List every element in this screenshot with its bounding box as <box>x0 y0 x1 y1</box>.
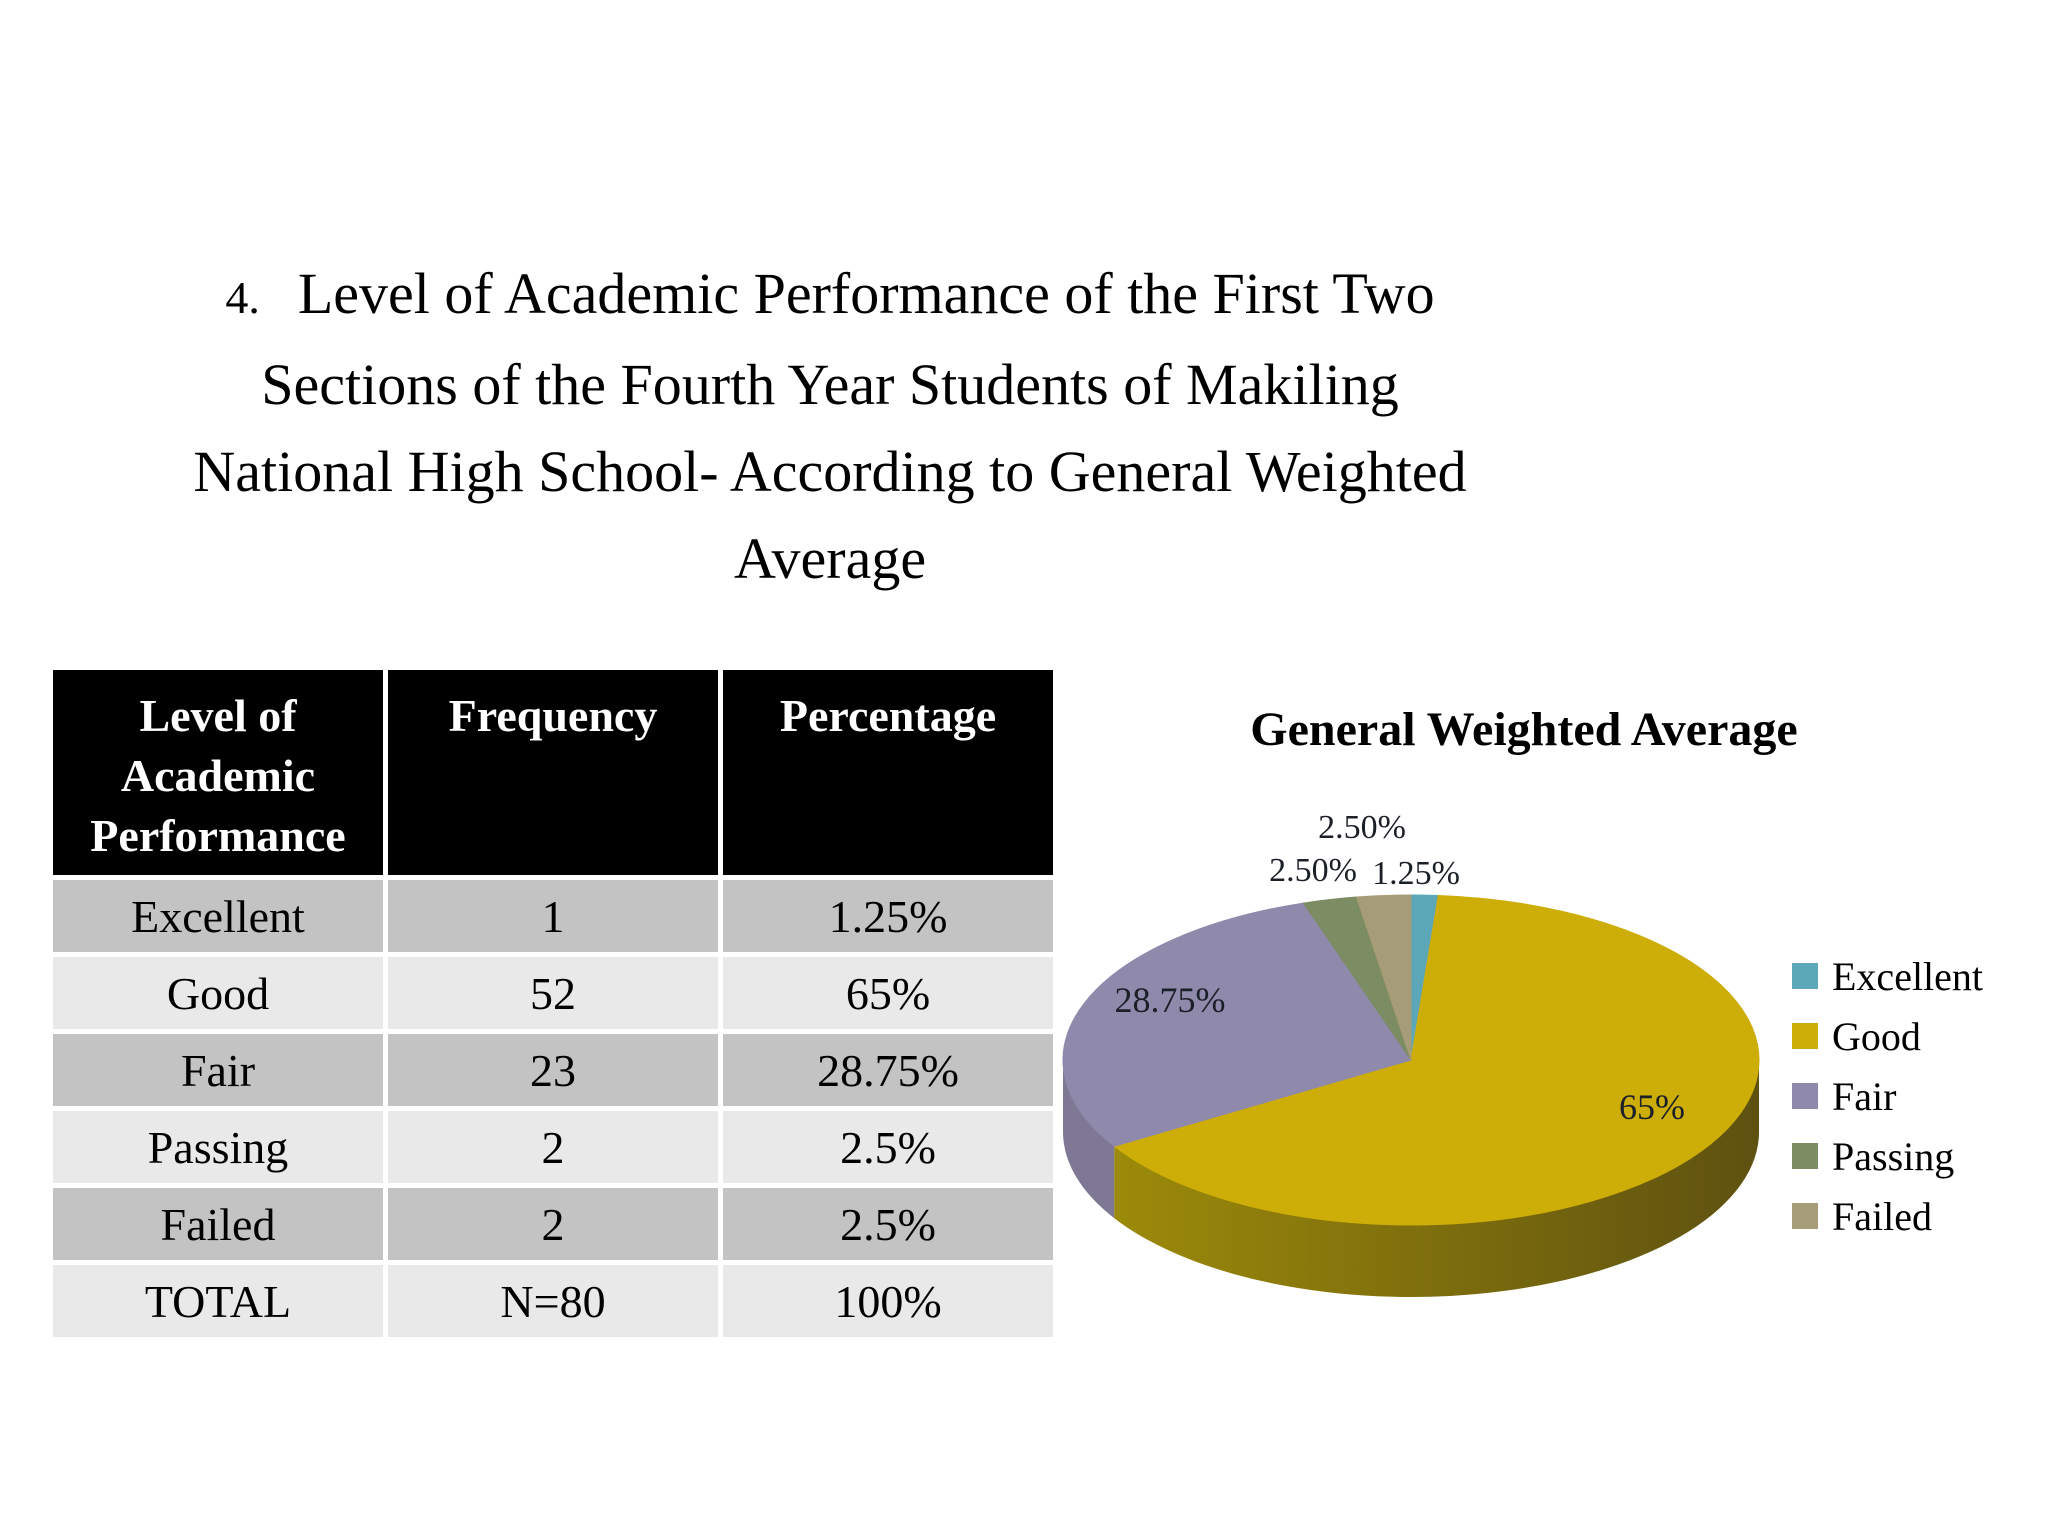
table-header-frequency: Frequency <box>388 670 718 875</box>
table-cell: 2.5% <box>723 1111 1053 1183</box>
legend-swatch-failed <box>1792 1203 1818 1229</box>
table-cell: Good <box>53 957 383 1029</box>
legend-swatch-fair <box>1792 1083 1818 1109</box>
table-cell: 28.75% <box>723 1034 1053 1106</box>
table-cell: N=80 <box>388 1265 718 1337</box>
table-cell: 100% <box>723 1265 1053 1337</box>
table-cell: 65% <box>723 957 1053 1029</box>
legend-label: Passing <box>1832 1133 1955 1179</box>
legend-label: Excellent <box>1832 953 1984 999</box>
table-header-level: Level of Academic Performance <box>53 670 383 875</box>
legend-label: Failed <box>1832 1193 1932 1239</box>
slide-title-number: 4. <box>225 272 260 323</box>
pie-label-failed: 2.50% <box>1318 809 1406 846</box>
slide-title-text: Level of Academic Performance of the Fir… <box>297 261 1435 326</box>
legend-item-failed: Failed <box>1792 1186 1983 1246</box>
table-cell: Passing <box>53 1111 383 1183</box>
pie-label-excellent: 1.25% <box>1372 855 1460 892</box>
table-cell: Failed <box>53 1188 383 1260</box>
slide-title: 4. Level of Academic Performance of the F… <box>150 250 1510 602</box>
chart-legend: Excellent Good Fair Passing Failed <box>1792 946 1983 1246</box>
frequency-table: Level of Academic Performance Frequency … <box>53 670 1053 1337</box>
table-cell: 1 <box>388 880 718 952</box>
legend-label: Fair <box>1832 1073 1897 1119</box>
table-cell: 52 <box>388 957 718 1029</box>
legend-label: Good <box>1832 1013 1921 1059</box>
legend-item-good: Good <box>1792 1006 1983 1066</box>
legend-item-excellent: Excellent <box>1792 946 1983 1006</box>
table-header-percentage: Percentage <box>723 670 1053 875</box>
legend-item-fair: Fair <box>1792 1066 1983 1126</box>
legend-item-passing: Passing <box>1792 1126 1983 1186</box>
table-cell: 1.25% <box>723 880 1053 952</box>
table-cell: 2.5% <box>723 1188 1053 1260</box>
legend-swatch-excellent <box>1792 963 1818 989</box>
table-cell: 2 <box>388 1188 718 1260</box>
pie-label-good: 65% <box>1619 1087 1685 1127</box>
slide-title-line: Sections of the Fourth Year Students of … <box>261 352 1399 417</box>
chart-title: General Weighted Average <box>1250 703 1798 756</box>
table-cell: 2 <box>388 1111 718 1183</box>
pie-label-passing: 2.50% <box>1269 852 1357 889</box>
table-cell: TOTAL <box>53 1265 383 1337</box>
legend-swatch-good <box>1792 1023 1818 1049</box>
legend-swatch-passing <box>1792 1143 1818 1169</box>
slide-title-line: 4. Level of Academic Performance of the F… <box>150 250 1510 341</box>
slide-title-line: Average <box>733 526 927 591</box>
table-cell: 23 <box>388 1034 718 1106</box>
table-cell: Fair <box>53 1034 383 1106</box>
slide-title-line: National High School- According to Gener… <box>193 439 1467 504</box>
table-cell: Excellent <box>53 880 383 952</box>
pie-label-fair: 28.75% <box>1114 980 1226 1020</box>
